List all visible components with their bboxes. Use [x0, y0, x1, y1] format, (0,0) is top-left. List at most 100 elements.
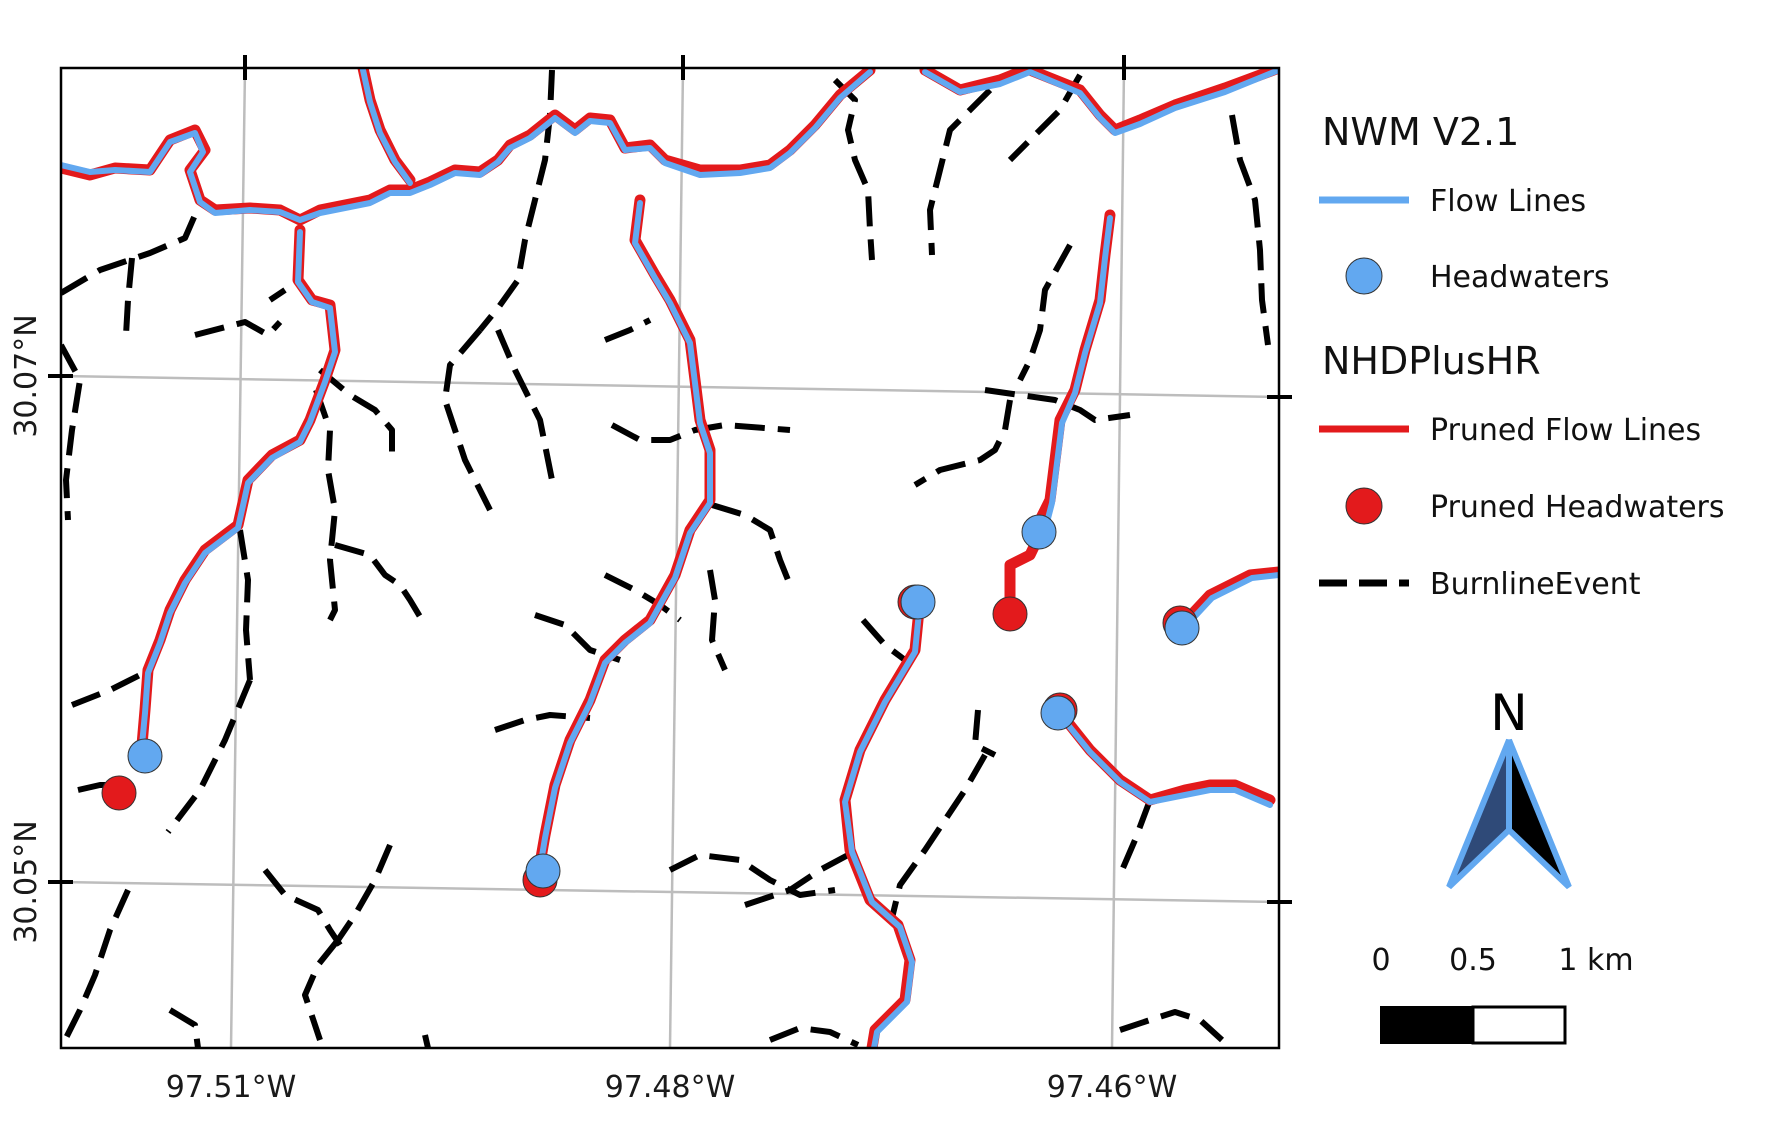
gridline-30.05 — [61, 880, 1279, 904]
burnline-segment — [262, 868, 343, 947]
pruned-flow-line — [532, 194, 716, 881]
longitude-label-97-51: 97.51°W — [166, 1070, 297, 1105]
headwater-point — [900, 584, 936, 620]
pruned-flow-line — [61, 68, 876, 226]
burnline-segment — [168, 1007, 201, 1048]
burnline-segment — [442, 328, 493, 512]
burnline-segment — [711, 502, 793, 587]
scale-label-0-5: 0.5 — [1449, 943, 1497, 978]
legend-title-nhdplushr: NHDPlusHR — [1322, 339, 1541, 383]
burnline-segment — [334, 542, 428, 627]
scale-bar-black-segment — [1380, 1006, 1474, 1044]
burnline-events — [61, 69, 1271, 1048]
map-frame — [59, 66, 1281, 1050]
burnline-segment — [744, 852, 850, 908]
burnline-segment — [335, 843, 393, 942]
burnline-segment — [927, 87, 993, 256]
burnline-segment — [123, 257, 135, 336]
flow-line — [139, 229, 338, 748]
burnline-segment — [302, 938, 341, 1041]
flow-line — [1057, 712, 1273, 808]
burnline-segment — [194, 319, 283, 338]
pruned-flow-line — [1034, 209, 1116, 526]
burnline-segment — [422, 1034, 431, 1048]
burnline-segment — [61, 213, 198, 296]
legend-swatch-headwaters — [1345, 257, 1383, 295]
flow-line — [1027, 68, 1279, 136]
nwm-headwaters — [127, 514, 1200, 889]
burnline-segment — [61, 343, 83, 521]
burnline-segment — [70, 672, 142, 708]
longitude-label-97-46: 97.46°W — [1047, 1070, 1178, 1105]
legend: NWM V2.1 Flow Lines Headwaters NHDPlusHR… — [1319, 110, 1725, 602]
flow-line — [1042, 215, 1113, 533]
burnline-segment — [534, 612, 621, 663]
map-content — [61, 68, 1279, 1048]
pruned-headwater-point — [101, 775, 137, 811]
gridline-30.07 — [61, 374, 1279, 399]
legend-label-headwaters: Headwaters — [1430, 260, 1610, 295]
burnline-segment — [984, 387, 1131, 423]
latitude-label-30-07: 30.07°N — [9, 314, 44, 437]
north-arrow-left-half — [1446, 738, 1512, 890]
longitude-label-97-48: 97.48°W — [605, 1070, 736, 1105]
burnline-segment — [61, 888, 131, 1048]
headwater-point — [127, 738, 163, 774]
burnline-segment — [610, 422, 791, 443]
burnline-segment — [1007, 73, 1083, 163]
north-arrow-right-half — [1506, 738, 1572, 890]
burnline-segment — [495, 328, 555, 481]
legend-label-pruned-flow-lines: Pruned Flow Lines — [1430, 413, 1701, 448]
headwater-point — [525, 853, 561, 889]
headwater-point — [1164, 610, 1200, 646]
pruned-flow-line — [357, 68, 416, 186]
burnline-segment — [603, 572, 682, 623]
burnline-segment — [889, 753, 988, 919]
burnline-segment — [1119, 1009, 1225, 1043]
pruned-headwater-point — [992, 596, 1028, 632]
flow-line — [1182, 572, 1279, 630]
north-arrow-letter: N — [1490, 684, 1527, 742]
legend-label-burnline: BurnlineEvent — [1430, 567, 1641, 602]
headwater-point — [1021, 514, 1057, 550]
burnline-segment — [707, 569, 728, 672]
flow-line — [842, 599, 923, 1048]
burnline-segment — [268, 287, 287, 303]
burnline-segment — [832, 77, 875, 261]
flow-line — [537, 200, 713, 871]
burnline-segment — [237, 529, 253, 681]
burnline-segment — [768, 1025, 860, 1048]
pruned-flow-line — [1176, 566, 1279, 631]
burnline-segment — [972, 709, 997, 758]
legend-title-nwm: NWM V2.1 — [1322, 110, 1519, 154]
legend-label-pruned-headwaters: Pruned Headwaters — [1430, 490, 1725, 525]
scale-label-1km: 1 km — [1558, 943, 1633, 978]
flow-line — [61, 69, 873, 223]
burnline-segment — [668, 852, 836, 898]
latitude-label-30-05: 30.05°N — [9, 820, 44, 943]
tick-marks — [48, 55, 1292, 904]
burnline-segment — [603, 317, 652, 343]
headwater-point — [1040, 695, 1076, 731]
burnline-segment — [1117, 798, 1153, 877]
pruned-headwaters — [101, 584, 1198, 898]
burnline-segment — [313, 389, 338, 622]
burnline-segment — [860, 618, 907, 663]
flow-line — [360, 68, 413, 186]
burnline-segment — [494, 712, 591, 733]
burnline-segment — [1229, 114, 1271, 346]
burnline-segment — [77, 782, 118, 793]
legend-swatch-pruned-headwaters — [1345, 487, 1383, 525]
scale-bar-white-segment — [1471, 1005, 1567, 1045]
north-arrow: N — [1446, 684, 1572, 890]
burnline-segment — [1017, 243, 1073, 382]
scale-label-0: 0 — [1371, 943, 1390, 978]
burnline-segment — [477, 69, 555, 332]
burnline-segment — [913, 399, 1013, 488]
scale-bar: 0 0.5 1 km — [1371, 943, 1634, 1045]
legend-label-flow-lines: Flow Lines — [1430, 184, 1586, 219]
nwm-flow-lines — [61, 68, 1279, 1048]
burnline-segment — [165, 678, 253, 834]
burnline-segment — [318, 367, 395, 455]
